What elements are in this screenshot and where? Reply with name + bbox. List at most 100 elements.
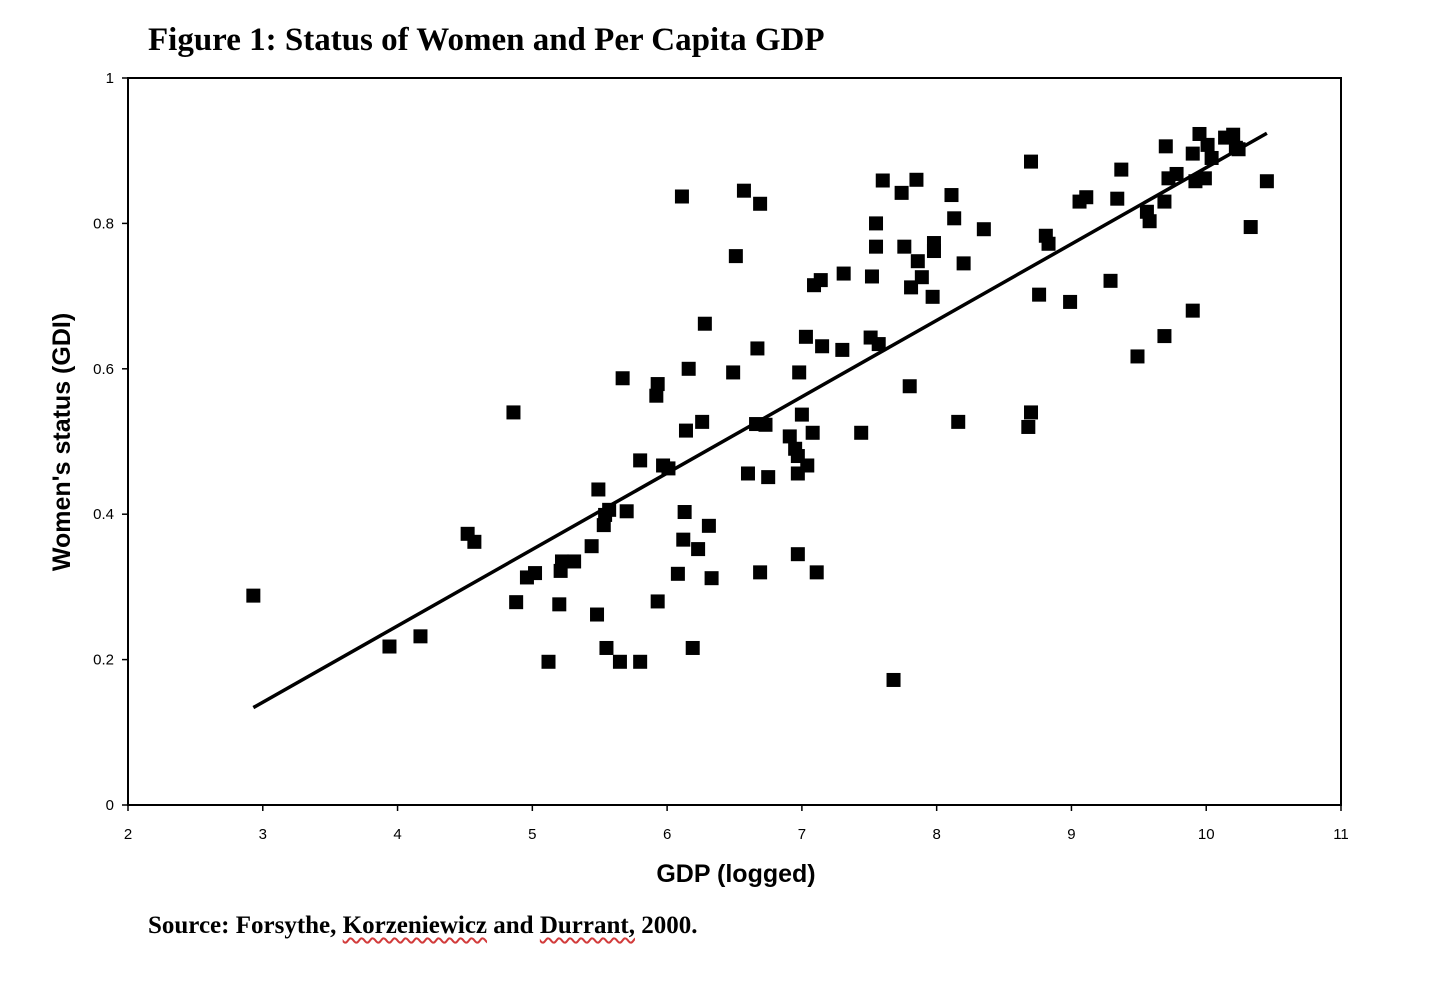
data-point: [413, 629, 428, 644]
data-point: [909, 172, 924, 187]
data-point: [1192, 126, 1207, 141]
data-point: [925, 289, 940, 304]
data-point: [914, 270, 929, 285]
data-point: [944, 188, 959, 203]
y-tick-label: 0: [106, 797, 114, 814]
data-point: [854, 425, 869, 440]
data-point: [871, 337, 886, 352]
data-point: [794, 407, 809, 422]
data-point: [1169, 166, 1184, 181]
data-point: [951, 414, 966, 429]
source-author-korzeniewicz: Korzeniewicz: [342, 912, 488, 939]
data-point: [1041, 236, 1056, 251]
x-tick-label: 6: [663, 826, 671, 843]
figure-title: Figure 1: Status of Women and Per Capita…: [148, 22, 825, 58]
data-point: [956, 256, 971, 271]
source-prefix: Source:: [148, 912, 230, 939]
data-point: [926, 244, 941, 259]
data-point: [753, 565, 768, 580]
trend-line: [252, 131, 1268, 710]
data-point: [869, 239, 884, 254]
data-point: [1079, 190, 1094, 205]
y-axis: 0 0.2 0.4 0.6 0.8 1: [93, 70, 128, 814]
data-point: [1185, 146, 1200, 161]
data-point: [619, 504, 634, 519]
y-tick-label: 0.4: [93, 506, 114, 523]
x-axis: 2 3 4 5 6 7 8 9 10 11: [124, 805, 1349, 843]
data-point: [910, 254, 925, 269]
data-point: [599, 640, 614, 655]
x-tick-label: 10: [1198, 826, 1215, 843]
data-point: [753, 196, 768, 211]
data-point: [541, 654, 556, 669]
data-point: [809, 565, 824, 580]
data-point: [1200, 137, 1215, 152]
data-point: [670, 566, 685, 581]
data-point: [1259, 174, 1274, 189]
data-point: [815, 339, 830, 354]
data-point: [677, 505, 692, 520]
plot-frame: [127, 77, 1342, 806]
data-point: [554, 554, 569, 569]
data-point: [691, 542, 706, 557]
data-point: [864, 269, 879, 284]
data-point: [1197, 171, 1212, 186]
data-point: [697, 316, 712, 331]
data-point: [674, 189, 689, 204]
data-point: [633, 453, 648, 468]
data-point: [701, 518, 716, 533]
data-point: [695, 414, 710, 429]
data-point: [633, 654, 648, 669]
source-note: Source: Forsythe, Korzeniewicz and Durra…: [148, 912, 697, 940]
data-point: [704, 571, 719, 586]
y-axis-title: Women's status (GDI): [48, 313, 76, 571]
x-tick-label: 7: [798, 826, 806, 843]
data-point: [1157, 194, 1172, 209]
data-point: [1032, 287, 1047, 302]
data-point: [1158, 139, 1173, 154]
data-point: [1024, 405, 1039, 420]
y-tick-label: 0.2: [93, 652, 114, 669]
data-point: [782, 429, 797, 444]
data-point: [798, 329, 813, 344]
data-point: [894, 185, 909, 200]
data-point: [805, 425, 820, 440]
data-point: [1110, 191, 1125, 206]
data-point: [897, 239, 912, 254]
x-tick-label: 5: [528, 826, 536, 843]
data-point: [750, 341, 765, 356]
data-point: [506, 405, 521, 420]
data-point: [650, 377, 665, 392]
x-tick-label: 2: [124, 826, 132, 843]
data-point: [1024, 154, 1039, 169]
data-point: [1142, 214, 1157, 229]
data-point: [567, 554, 582, 569]
x-tick-label: 11: [1333, 826, 1349, 843]
data-points: [246, 126, 1274, 687]
data-point: [902, 379, 917, 394]
data-point: [869, 216, 884, 231]
data-point: [726, 365, 741, 380]
data-point: [1021, 419, 1036, 434]
source-connector: and: [493, 912, 534, 939]
data-point: [740, 466, 755, 481]
data-point: [650, 594, 665, 609]
data-point: [615, 371, 630, 386]
data-point: [685, 640, 700, 655]
data-point: [835, 342, 850, 357]
data-point: [728, 249, 743, 264]
data-point: [676, 532, 691, 547]
data-point: [976, 222, 991, 237]
x-tick-label: 3: [259, 826, 267, 843]
data-point: [875, 173, 890, 188]
y-tick-label: 0.6: [93, 361, 114, 378]
source-author-durrant: Durrant,: [539, 912, 635, 939]
data-point: [1226, 127, 1241, 142]
data-point: [904, 280, 919, 295]
data-point: [1114, 162, 1129, 177]
data-point: [790, 547, 805, 562]
source-year: 2000.: [641, 912, 698, 939]
data-point: [736, 183, 751, 198]
data-point: [509, 595, 524, 610]
x-tick-label: 8: [932, 826, 940, 843]
